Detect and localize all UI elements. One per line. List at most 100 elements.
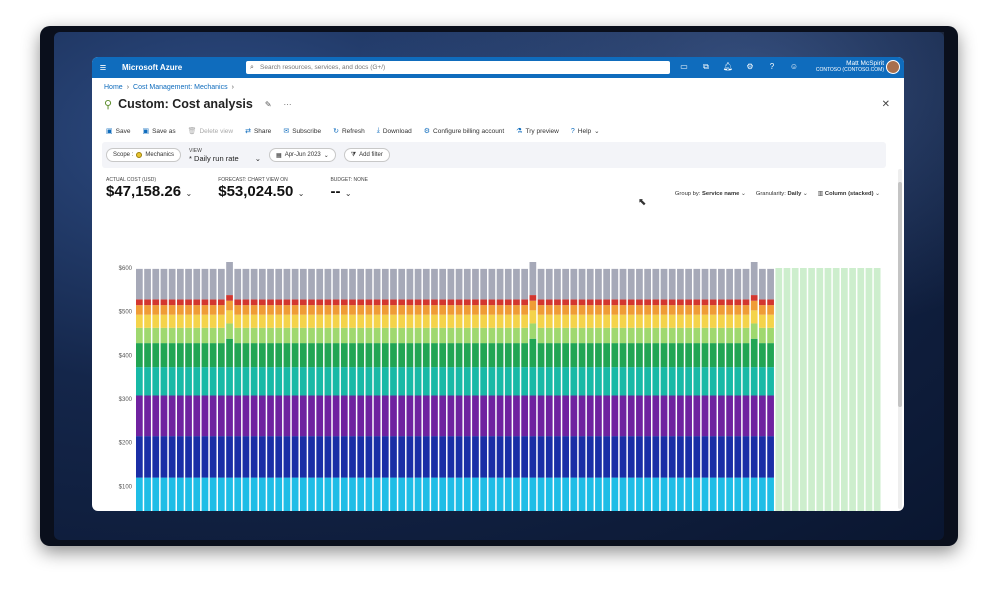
group-by-selector[interactable]: Group by: Service name ⌄ <box>674 191 746 197</box>
vertical-scrollbar-thumb[interactable] <box>898 182 902 407</box>
download-button[interactable]: ⤓ Download <box>376 127 412 135</box>
cost-bar-segment <box>529 395 537 437</box>
cost-bar-segment <box>422 305 430 315</box>
refresh-button[interactable]: ↻ Refresh <box>333 127 365 136</box>
cost-bar-segment <box>660 395 668 437</box>
cost-bar-segment <box>258 314 266 328</box>
cost-bar-segment <box>677 268 684 300</box>
cost-bar-segment <box>283 314 291 328</box>
share-button[interactable]: ⇄ Share <box>245 127 272 136</box>
feedback-icon[interactable]: ☺ <box>789 62 799 71</box>
cost-bar-segment <box>586 395 594 437</box>
cloud-shell-icon[interactable]: ▭ <box>680 62 688 71</box>
granularity-selector[interactable]: Granularity: Daily ⌄ <box>755 191 808 197</box>
cost-bar-segment <box>422 268 430 300</box>
try-preview-button[interactable]: ⚗ Try preview <box>516 127 559 136</box>
cost-bar-segment <box>381 343 389 368</box>
cost-bar-segment <box>734 395 742 437</box>
notifications-icon[interactable]: 🔔︎ <box>722 62 734 71</box>
save-as-button[interactable]: ▣ Save as <box>142 127 176 136</box>
cost-bar-segment <box>726 305 733 315</box>
delete-view-button[interactable]: 🗑︎ Delete view <box>187 127 234 136</box>
cost-bar-segment <box>578 268 586 300</box>
cost-bar-segment <box>291 436 299 478</box>
cost-bar-segment <box>677 436 684 478</box>
add-filter-button[interactable]: ⧩ Add filter <box>343 148 390 162</box>
global-search[interactable]: ⌕ <box>246 61 670 74</box>
cost-bar-segment <box>447 367 455 396</box>
cost-bar-segment <box>636 367 643 396</box>
cost-bar-segment <box>308 268 315 300</box>
pin-icon[interactable]: ✎ <box>264 99 272 109</box>
cost-bar-segment <box>316 343 324 368</box>
cost-bar-segment <box>308 327 315 344</box>
cost-bar-segment <box>414 436 422 478</box>
cost-bar-segment <box>685 395 692 437</box>
budget-value: -- <box>330 183 341 200</box>
more-options-icon[interactable]: ··· <box>283 99 292 109</box>
configure-billing-button[interactable]: ⚙ Configure billing account <box>423 127 505 136</box>
cost-bar-segment <box>529 367 537 396</box>
cost-bar-segment <box>562 305 570 315</box>
budget-label: BUDGET: NONE <box>330 177 368 183</box>
budget-kpi[interactable]: BUDGET: NONE -- ⌄ <box>330 177 368 201</box>
directory-filter-icon[interactable]: ⧉ <box>703 62 709 71</box>
cost-bar-segment <box>668 477 676 511</box>
help-button[interactable]: ? Help ⌄ <box>570 127 600 136</box>
brand-label[interactable]: Microsoft Azure <box>122 63 183 72</box>
cost-bar-segment <box>652 436 660 478</box>
search-input[interactable] <box>260 64 660 71</box>
cost-bar-segment <box>283 343 291 368</box>
scope-pill[interactable]: Scope : Mechanics <box>106 148 182 162</box>
cost-bar-segment <box>349 477 356 511</box>
cost-bar-segment <box>340 395 348 437</box>
save-button[interactable]: ▣ Save <box>106 127 131 136</box>
account-info[interactable]: Matt McSpirit CONTOSO (CONTOSO.COM) <box>816 60 884 73</box>
cost-bar-segment <box>586 268 594 300</box>
cost-bar-segment <box>545 268 553 300</box>
cost-bar-segment <box>332 314 340 328</box>
settings-icon[interactable]: ⚙ <box>746 62 754 71</box>
view-selector[interactable]: VIEW * Daily run rate ⌄ <box>189 148 261 163</box>
cost-bar-segment <box>652 314 660 328</box>
cost-bar-segment <box>734 299 742 306</box>
date-range-pill[interactable]: ▦ Apr-Jun 2023 ⌄ <box>269 148 336 162</box>
cost-bar-segment <box>562 436 570 478</box>
cost-bar-segment <box>439 343 447 368</box>
save-icon: ▣ <box>106 128 113 135</box>
cost-bar-segment <box>652 305 660 315</box>
chart-type-selector[interactable]: ▥ Column (stacked) ⌄ <box>817 191 880 197</box>
cost-bar-segment <box>299 343 307 368</box>
cost-bar-segment <box>472 477 479 511</box>
cost-chart[interactable]: $600$500$400$300$200$100$0Apr 1Apr 6Apr … <box>102 262 892 511</box>
breadcrumb-parent[interactable]: Cost Management: Mechanics <box>133 84 228 91</box>
cost-bar-segment <box>718 299 725 306</box>
breadcrumb-home[interactable]: Home <box>104 84 123 91</box>
cost-bar-segment <box>463 327 471 344</box>
cost-bar-segment <box>234 395 242 437</box>
actual-cost-kpi[interactable]: ACTUAL COST (USD) $47,158.26 ⌄ <box>106 177 192 201</box>
cost-bar-segment <box>603 327 610 344</box>
cost-bar-segment <box>365 305 373 315</box>
cost-bar-segment <box>529 262 537 296</box>
close-icon[interactable]: ✕ <box>881 99 890 110</box>
cost-bar-segment <box>537 367 545 396</box>
cost-bar-segment <box>718 343 725 368</box>
cost-bar-segment <box>496 343 504 368</box>
cost-bar-segment <box>578 477 586 511</box>
cost-bar-segment <box>685 367 692 396</box>
cost-bar-segment <box>455 327 463 344</box>
cost-bar-segment <box>373 268 381 300</box>
chevron-down-icon: ⌄ <box>344 189 352 198</box>
cost-bar-segment <box>603 367 610 396</box>
cost-bar-segment <box>398 314 406 328</box>
cost-bar-segment <box>144 343 151 368</box>
menu-icon[interactable]: ≡ <box>99 61 107 74</box>
subscribe-button[interactable]: ✉ Subscribe <box>283 127 322 136</box>
forecast-kpi[interactable]: FORECAST: CHART VIEW ON $53,024.50 ⌄ <box>218 177 304 201</box>
cost-bar-segment <box>521 343 529 368</box>
avatar[interactable] <box>886 60 900 74</box>
cost-bar-segment <box>742 327 750 344</box>
help-icon[interactable]: ? <box>769 62 775 71</box>
cost-bar-segment <box>480 268 488 300</box>
